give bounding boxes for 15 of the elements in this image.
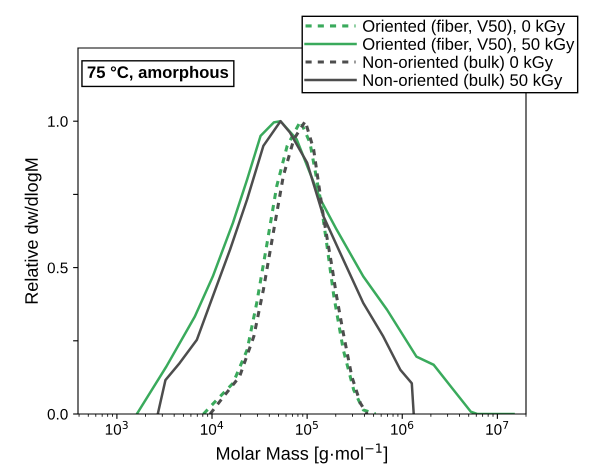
x-tick-label: 10$^{5}$ (296, 421, 318, 435)
x-tick-label: 10$^{6}$ (391, 420, 414, 435)
legend-label: Non-oriented (bulk) 0 kGy (364, 56, 553, 72)
x-axis-title: Molar Mass [g·mol$^{−1}$] (216, 444, 388, 464)
annotation: 75 °C, amorphous (88, 66, 228, 82)
x-tick-label: 10$^{4}$ (200, 421, 224, 435)
legend-label: Non-oriented (bulk) 50 kGy (364, 74, 562, 90)
legend-label: Oriented (fiber, V50), 0 kGy (363, 20, 566, 36)
y-tick-label: 0.5 (48, 262, 68, 274)
y-tick-label: 1.0 (48, 116, 68, 127)
x-tick-label: 10$^{3}$ (106, 420, 128, 435)
y-axis-title: Relative dw/dlogM (24, 158, 42, 304)
legend-label: Oriented (fiber, V50), 50 kGy (363, 38, 574, 54)
x-tick-label: 10$^{7}$ (486, 421, 508, 435)
y-tick-label: 0.0 (48, 408, 68, 420)
